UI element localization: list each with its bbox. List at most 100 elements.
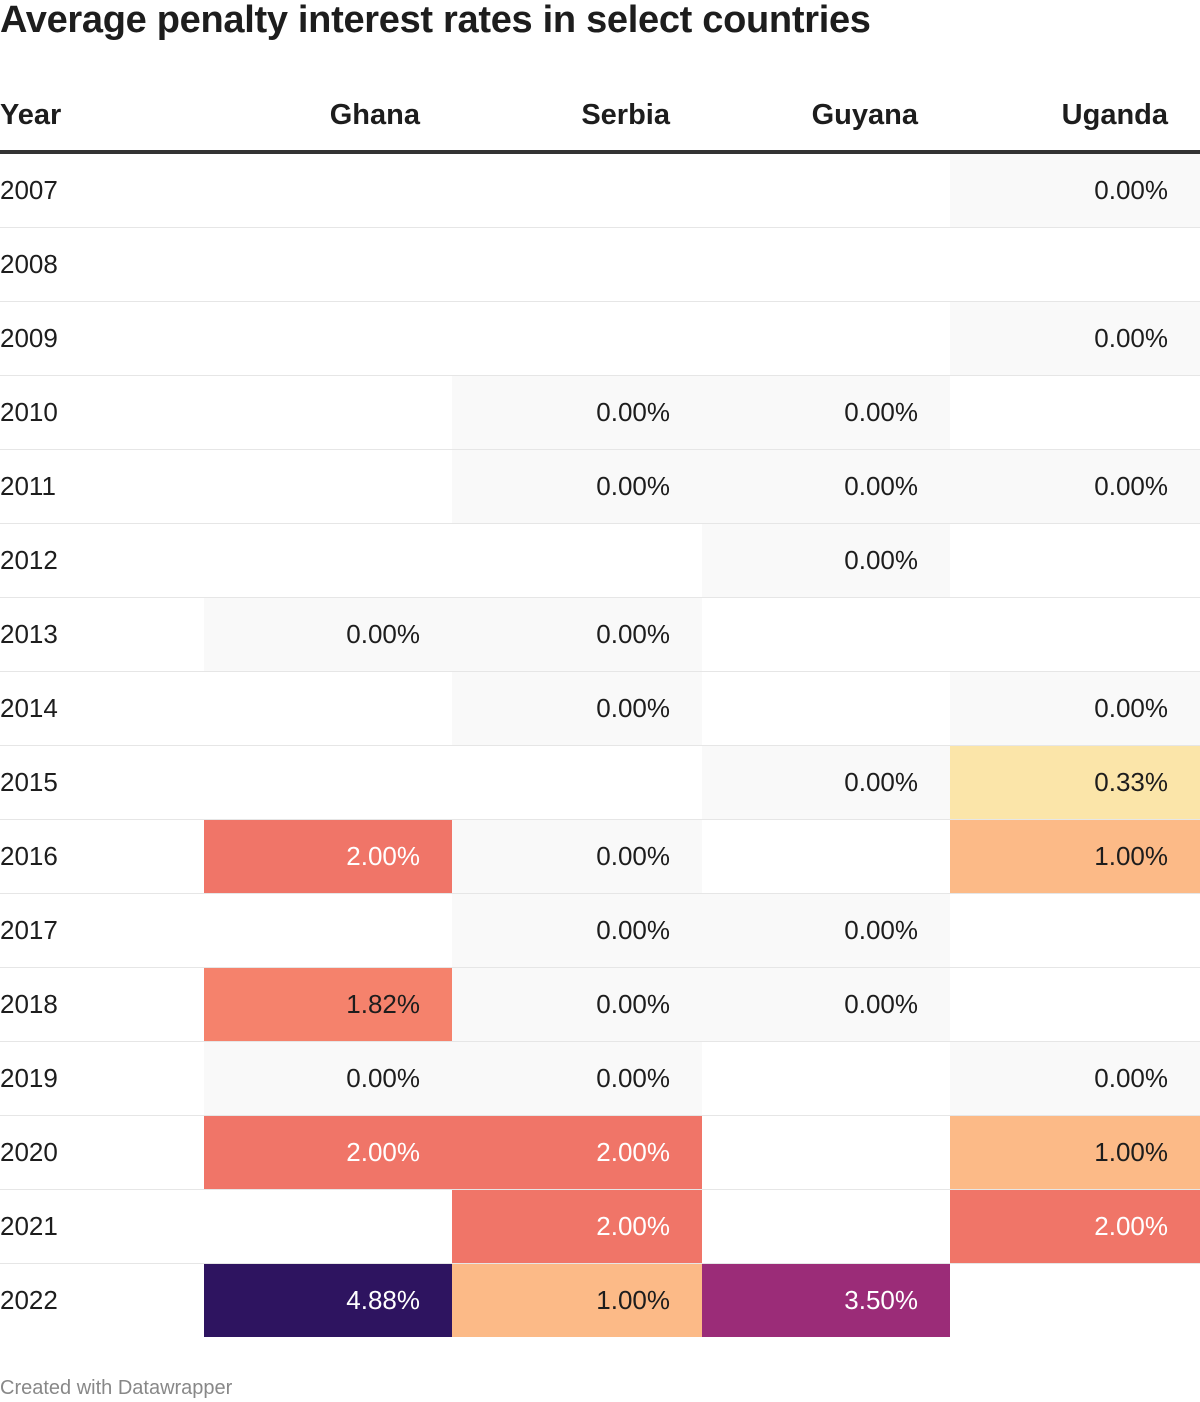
rate-cell-uganda (950, 967, 1200, 1042)
rate-cell-guyana (702, 1041, 950, 1116)
rate-cell-serbia: 0.00% (452, 597, 702, 672)
table-row: 2021 2.00% 2.00% (0, 1189, 1200, 1264)
rate-cell-ghana (204, 227, 452, 302)
rate-cell-guyana (702, 301, 950, 376)
table-row: 2012 0.00% (0, 523, 1200, 598)
rate-cell-ghana (204, 745, 452, 820)
heatmap-table: Year Ghana Serbia Guyana Uganda 2007 0.00… (0, 80, 1200, 1337)
header-row: Year Ghana Serbia Guyana Uganda (0, 80, 1200, 154)
rate-cell-ghana (204, 1189, 452, 1264)
table-row: 2015 0.00% 0.33% (0, 745, 1200, 820)
rate-cell-uganda: 0.00% (950, 671, 1200, 746)
rate-cell-ghana: 4.88% (204, 1263, 452, 1337)
year-cell: 2014 (0, 671, 204, 746)
table-row: 2008 (0, 227, 1200, 302)
rate-cell-serbia: 0.00% (452, 967, 702, 1042)
table-row: 2016 2.00% 0.00% 1.00% (0, 819, 1200, 894)
rate-cell-guyana: 0.00% (702, 375, 950, 450)
rate-cell-uganda: 0.00% (950, 152, 1200, 228)
rate-cell-ghana (204, 893, 452, 968)
table-row: 2018 1.82% 0.00% 0.00% (0, 967, 1200, 1042)
year-cell: 2008 (0, 227, 204, 302)
year-cell: 2016 (0, 819, 204, 894)
year-cell: 2019 (0, 1041, 204, 1116)
year-cell: 2011 (0, 449, 204, 524)
rate-cell-uganda: 0.00% (950, 449, 1200, 524)
table-row: 2013 0.00% 0.00% (0, 597, 1200, 672)
rate-cell-guyana: 0.00% (702, 745, 950, 820)
year-cell: 2009 (0, 301, 204, 376)
rate-cell-guyana (702, 597, 950, 672)
year-cell: 2020 (0, 1115, 204, 1190)
rate-cell-uganda: 0.00% (950, 301, 1200, 376)
column-header-year: Year (0, 80, 204, 154)
rate-cell-uganda (950, 227, 1200, 302)
rate-cell-serbia: 0.00% (452, 671, 702, 746)
table-row: 2014 0.00% 0.00% (0, 671, 1200, 746)
rate-cell-ghana: 2.00% (204, 1115, 452, 1190)
rate-cell-uganda (950, 375, 1200, 450)
rate-cell-ghana: 2.00% (204, 819, 452, 894)
table-row: 2007 0.00% (0, 152, 1200, 228)
rate-cell-guyana: 3.50% (702, 1263, 950, 1337)
column-header-guyana: Guyana (702, 80, 950, 154)
rate-cell-guyana (702, 152, 950, 228)
year-cell: 2021 (0, 1189, 204, 1264)
rate-cell-guyana (702, 1189, 950, 1264)
rate-cell-uganda (950, 1264, 1200, 1338)
table-row: 2010 0.00% 0.00% (0, 375, 1200, 450)
table-body: 2007 0.00% 2008 2009 0.00% 2010 0.00% 0.00% 2011… (0, 152, 1200, 1337)
rate-cell-uganda: 2.00% (950, 1189, 1200, 1264)
rate-cell-serbia (452, 301, 702, 376)
rate-cell-guyana: 0.00% (702, 523, 950, 598)
rate-cell-guyana (702, 671, 950, 746)
rate-cell-serbia: 0.00% (452, 819, 702, 894)
rate-cell-serbia: 0.00% (452, 375, 702, 450)
table-row: 2022 4.88% 1.00% 3.50% (0, 1263, 1200, 1338)
rate-cell-guyana: 0.00% (702, 449, 950, 524)
rate-cell-serbia (452, 745, 702, 820)
rate-cell-uganda: 1.00% (950, 1115, 1200, 1190)
rate-cell-ghana (204, 523, 452, 598)
year-cell: 2007 (0, 152, 204, 228)
year-cell: 2013 (0, 597, 204, 672)
rate-cell-uganda: 1.00% (950, 819, 1200, 894)
year-cell: 2012 (0, 523, 204, 598)
rate-cell-guyana: 0.00% (702, 967, 950, 1042)
rate-cell-ghana (204, 301, 452, 376)
rate-cell-serbia: 2.00% (452, 1189, 702, 1264)
table-row: 2011 0.00% 0.00% 0.00% (0, 449, 1200, 524)
rate-cell-serbia (452, 152, 702, 228)
year-cell: 2010 (0, 375, 204, 450)
rate-cell-ghana (204, 375, 452, 450)
table-row: 2009 0.00% (0, 301, 1200, 376)
rate-cell-ghana (204, 449, 452, 524)
rate-cell-serbia (452, 227, 702, 302)
rate-cell-guyana (702, 1115, 950, 1190)
rate-cell-uganda (950, 597, 1200, 672)
rate-cell-ghana: 1.82% (204, 967, 452, 1042)
chart-title: Average penalty interest rates in select… (0, 0, 871, 41)
year-cell: 2018 (0, 967, 204, 1042)
rate-cell-serbia: 0.00% (452, 893, 702, 968)
rate-cell-serbia: 0.00% (452, 1041, 702, 1116)
rate-cell-serbia: 2.00% (452, 1115, 702, 1190)
rate-cell-ghana (204, 671, 452, 746)
table-row: 2020 2.00% 2.00% 1.00% (0, 1115, 1200, 1190)
rate-cell-uganda (950, 893, 1200, 968)
rate-cell-ghana (204, 152, 452, 228)
year-cell: 2022 (0, 1285, 58, 1315)
rate-cell-serbia (452, 523, 702, 598)
rate-cell-guyana (702, 227, 950, 302)
rate-cell-uganda (950, 523, 1200, 598)
year-cell: 2015 (0, 745, 204, 820)
column-header-uganda: Uganda (950, 80, 1200, 154)
rate-cell-guyana: 0.00% (702, 893, 950, 968)
column-header-ghana: Ghana (204, 80, 452, 154)
year-cell: 2017 (0, 893, 204, 968)
rate-cell-uganda: 0.33% (950, 745, 1200, 820)
column-header-serbia: Serbia (452, 80, 702, 154)
rate-cell-ghana: 0.00% (204, 1041, 452, 1116)
table-row: 2019 0.00% 0.00% 0.00% (0, 1041, 1200, 1116)
footer-credit: Created with Datawrapper (0, 1377, 233, 1399)
